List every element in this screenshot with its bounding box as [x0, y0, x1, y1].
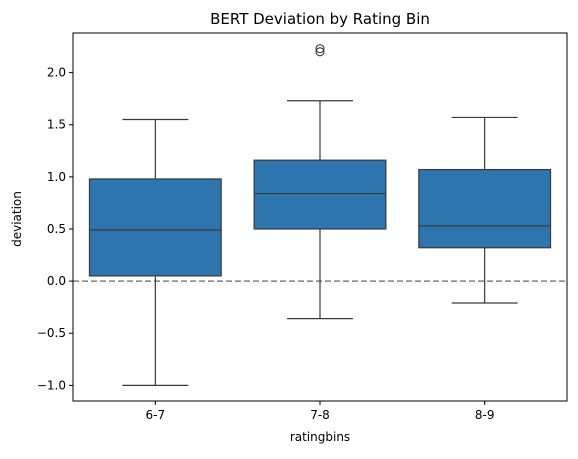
y-axis-label: deviation [10, 191, 24, 247]
box-8-9 [418, 168, 552, 249]
box-7-8 [253, 159, 387, 230]
box-6-7 [88, 178, 222, 277]
outlier-point-7-8-0 [315, 47, 325, 57]
y-tick-label: 2.0 [47, 66, 66, 80]
y-tick-label: 1.0 [47, 170, 66, 184]
y-tick-label: 0.0 [47, 274, 66, 288]
y-tick-label: 1.5 [47, 118, 66, 132]
x-tick-label: 7-8 [310, 408, 330, 422]
y-tick-label: −1.0 [37, 378, 66, 392]
chart-title: BERT Deviation by Rating Bin [210, 10, 430, 28]
x-tick-label: 8-9 [475, 408, 495, 422]
y-tick-label: 0.5 [47, 222, 66, 236]
y-tick-label: −0.5 [37, 326, 66, 340]
outlier-point-7-8-1 [315, 44, 325, 54]
plot-area: −1.0 −0.5 0.0 0.5 1.0 1.5 2.0 6-7 7-8 8-9 [37, 32, 568, 422]
x-tick-label: 6-7 [146, 408, 166, 422]
x-axis-label: ratingbins [290, 430, 350, 444]
